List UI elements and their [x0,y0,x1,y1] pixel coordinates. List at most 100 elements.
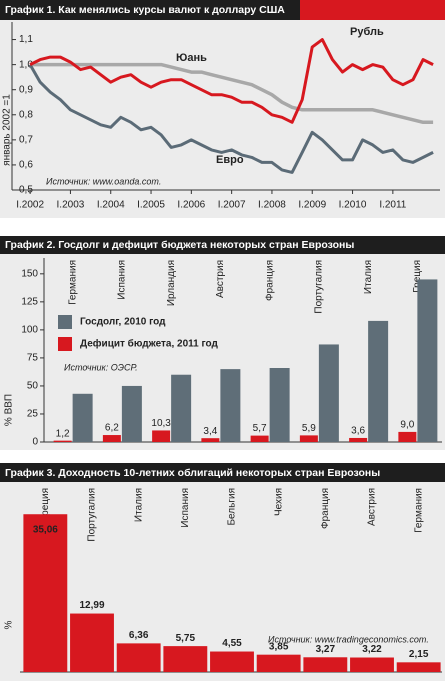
data-label: 5,9 [302,423,316,434]
data-label: 3,22 [362,644,382,655]
data-label: 9,0 [400,420,414,431]
x-tick-label: Германия [67,260,78,305]
x-tick-label: Франция [320,488,331,529]
bar [350,657,394,672]
bar [152,430,171,442]
x-tick-label: Португалия [314,260,325,314]
data-label: 3,4 [203,426,217,437]
bar [398,431,417,442]
data-label: 10,3 [151,418,171,429]
series-name: Юань [176,52,207,64]
legend-swatch [58,337,72,351]
bar [256,654,301,672]
x-tick-label: I.2008 [258,200,286,211]
chart-title: График 1. Как менялись курсы валют к дол… [5,4,285,16]
x-tick-label: Германия [413,488,424,533]
y-axis-label: % [4,620,15,629]
y-tick-label: 0,6 [19,160,33,171]
bar [163,646,208,672]
x-tick-label: Греция [40,488,51,521]
bar [220,369,241,442]
series-line [29,38,434,124]
bar [368,320,389,442]
source: Источник: www.tradingeconomics.com. [268,634,429,644]
x-tick-label: Испания [117,260,128,300]
x-tick-label: Португалия [87,488,98,542]
y-tick-label: 125 [21,296,38,307]
y-tick-label: 150 [21,268,38,279]
x-tick-label: I.2003 [57,200,85,211]
data-label: 1,2 [56,428,70,439]
y-tick-label: 50 [27,381,39,392]
chart-title: График 3. Доходность 10-летних облигаций… [5,467,380,479]
x-tick-label: Австрия [215,260,226,298]
y-tick-label: 25 [27,409,39,420]
legend-swatch [58,315,72,329]
data-label: 5,7 [253,423,267,434]
series-name: Евро [216,154,244,166]
y-tick-label: 0,8 [19,109,33,120]
y-tick-label: 0,5 [19,185,33,196]
data-label: 3,85 [269,641,289,652]
series-line [28,63,434,174]
bar [121,385,142,442]
y-tick-label: 0,9 [19,84,33,95]
x-tick-label: Испания [180,488,191,528]
source: Источник: ОЭСР. [64,362,138,372]
header-bar [0,236,445,254]
y-tick-label: 100 [21,325,38,336]
bar [171,374,192,442]
bar [299,435,318,442]
bar [102,435,121,442]
bar [417,279,438,442]
x-tick-label: Чехия [273,488,284,516]
bar [318,344,339,442]
x-tick-label: Греция [412,260,423,293]
bar [303,657,348,672]
y-axis-label: % ВВП [4,394,15,426]
data-label: 12,99 [79,600,104,611]
header-accent [300,0,445,20]
bar [201,438,220,442]
source: Источник: www.oanda.com. [46,176,161,186]
x-tick-label: Бельгия [227,488,238,526]
legend-label: Дефицит бюджета, 2011 год [80,338,218,350]
x-tick-label: I.2004 [97,200,125,211]
chart-title: График 2. Госдолг и дефицит бюджета неко… [5,239,354,251]
x-tick-label: I.2009 [298,200,326,211]
y-tick-label: 0 [32,437,38,448]
x-tick-label: Италия [133,488,144,522]
legend-label: Госдолг, 2010 год [80,317,166,328]
bar [72,393,93,442]
panel [0,20,445,218]
bar [250,435,269,442]
x-tick-label: I.2002 [16,200,44,211]
x-tick-label: I.2005 [137,200,165,211]
bar [349,437,368,442]
bar [210,651,254,672]
x-tick-label: Италия [363,260,374,294]
header-bar [0,463,445,482]
bar [396,662,441,672]
x-tick-label: I.2007 [218,200,246,211]
x-tick-label: I.2010 [339,200,367,211]
bar [116,643,161,672]
y-axis-label: январь 2002 =1 [2,94,13,166]
data-label: 4,55 [222,638,242,649]
data-label: 2,15 [409,649,429,660]
x-tick-label: Австрия [367,488,378,526]
series-line [30,62,434,125]
data-label: 6,36 [129,630,149,641]
data-label: 3,6 [351,426,365,437]
y-tick-label: 1,1 [19,34,33,45]
data-label: 3,27 [316,644,336,655]
x-tick-label: Франция [264,260,275,301]
series-name: Рубль [350,26,384,38]
data-label: 35,06 [33,525,58,536]
bar [269,368,290,442]
data-label: 5,75 [176,633,196,644]
y-tick-label: 1,0 [19,59,33,70]
bar [53,440,72,442]
